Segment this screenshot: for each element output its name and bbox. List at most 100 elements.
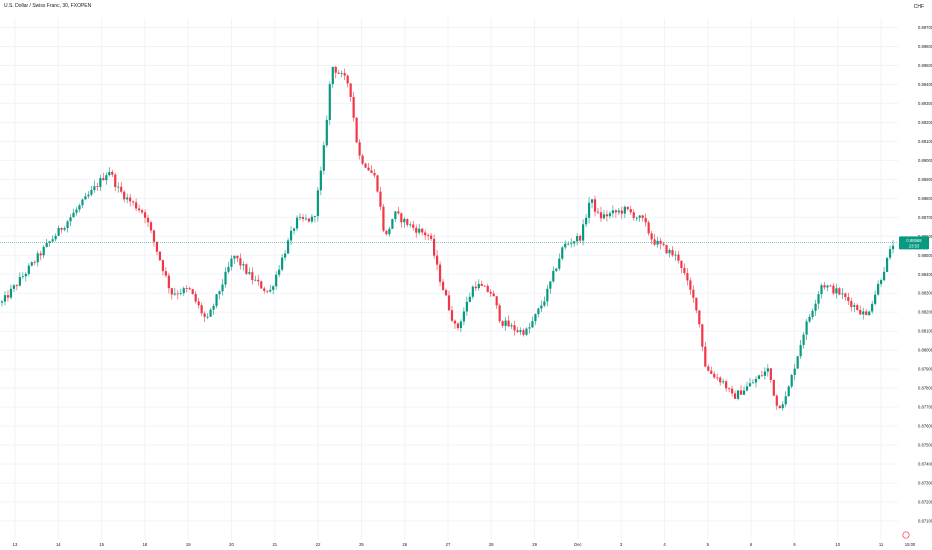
candle-body (471, 286, 474, 297)
candle-body (364, 163, 367, 168)
candle-body (415, 227, 418, 233)
x-tick-label: 3 (620, 542, 623, 547)
candle-body (126, 197, 129, 200)
candle-body (129, 197, 132, 202)
candle-body (558, 258, 561, 269)
candle-body (728, 388, 731, 390)
candle-body (72, 212, 75, 218)
candle-body (349, 83, 352, 97)
candle-body (865, 311, 868, 316)
candle-body (48, 241, 51, 243)
candle-body (90, 189, 93, 195)
candle-body (608, 213, 612, 217)
candle-body (78, 205, 81, 210)
candle-body (328, 84, 331, 120)
candle-body (769, 368, 772, 380)
y-tick-label: 0.87700 (918, 405, 932, 410)
candle-body (358, 142, 361, 156)
candle-body (483, 285, 486, 287)
candle-body (15, 285, 18, 287)
candle-body (182, 288, 185, 294)
candle-body (641, 215, 644, 218)
candle-body (191, 289, 194, 294)
candle-body (614, 210, 617, 213)
candle-body (45, 242, 48, 247)
candle-body (820, 285, 823, 295)
candle-body (263, 288, 266, 291)
candle-body (39, 253, 42, 256)
candle-body (555, 268, 558, 271)
candle-body (742, 390, 746, 395)
candle-body (367, 167, 370, 171)
candle-body (161, 260, 165, 272)
candle-body (590, 199, 594, 203)
candle-body (412, 224, 415, 228)
candle-body (12, 285, 16, 289)
candle-body (337, 72, 340, 74)
candle-body (885, 257, 889, 272)
candle-body (891, 245, 895, 250)
y-tick-label: 0.88300 (918, 291, 932, 296)
candle-body (862, 311, 865, 315)
candle-body (301, 217, 305, 219)
currency-label: CHF (913, 4, 924, 10)
candle-body (537, 308, 540, 315)
candle-body (427, 235, 430, 237)
candle-body (269, 289, 272, 292)
candle-body (853, 305, 856, 307)
candle-body (546, 288, 549, 302)
candle-body (117, 186, 120, 188)
candle-body (84, 196, 87, 200)
y-tick-label: 0.88700 (918, 215, 932, 220)
candle-body (877, 283, 880, 295)
candle-body (218, 291, 221, 295)
candle-body (9, 288, 13, 298)
y-tick-label: 0.89400 (918, 82, 932, 87)
candle-body (617, 210, 620, 213)
candle-body (632, 212, 635, 218)
candle-body (796, 356, 799, 369)
candle-body (215, 294, 218, 306)
candle-body (75, 209, 78, 213)
candle-body (99, 178, 102, 187)
candle-body (212, 305, 215, 310)
candle-body (462, 311, 465, 322)
candle-body (105, 175, 108, 181)
candle-body (719, 377, 722, 383)
candle-body (775, 395, 778, 406)
candle-body (596, 211, 600, 213)
x-tick-label: 19 (186, 542, 191, 547)
candle-body (683, 267, 686, 274)
candle-body (850, 301, 853, 307)
x-tick-label: 20 (229, 542, 234, 547)
candle-body (582, 224, 585, 241)
candle-body (111, 172, 114, 175)
candle-body (242, 264, 245, 266)
candle-body (748, 383, 752, 387)
candle-body (808, 316, 811, 322)
candle-body (698, 310, 701, 325)
candle-body (170, 288, 173, 295)
candle-body (18, 277, 21, 286)
candle-body (635, 217, 638, 219)
candle-body (522, 330, 525, 335)
candle-body (343, 72, 346, 76)
y-tick-label: 0.87100 (918, 519, 932, 524)
candle-body (236, 255, 239, 259)
candle-body (665, 245, 668, 254)
candle-body (874, 294, 877, 304)
candle-body (430, 235, 433, 239)
candle-body (132, 201, 135, 203)
candle-body (736, 390, 740, 399)
x-tick-label: 14 (56, 542, 61, 547)
candle-body (638, 215, 641, 218)
x-tick-label: 18 (143, 542, 148, 547)
candle-body (871, 303, 874, 312)
y-tick-label: 0.87900 (918, 367, 932, 372)
y-tick-label: 0.89100 (918, 139, 932, 144)
candle-body (513, 325, 516, 331)
candle-body (859, 309, 862, 315)
x-tick-label: 21 (272, 542, 277, 547)
candle-body (352, 96, 355, 118)
